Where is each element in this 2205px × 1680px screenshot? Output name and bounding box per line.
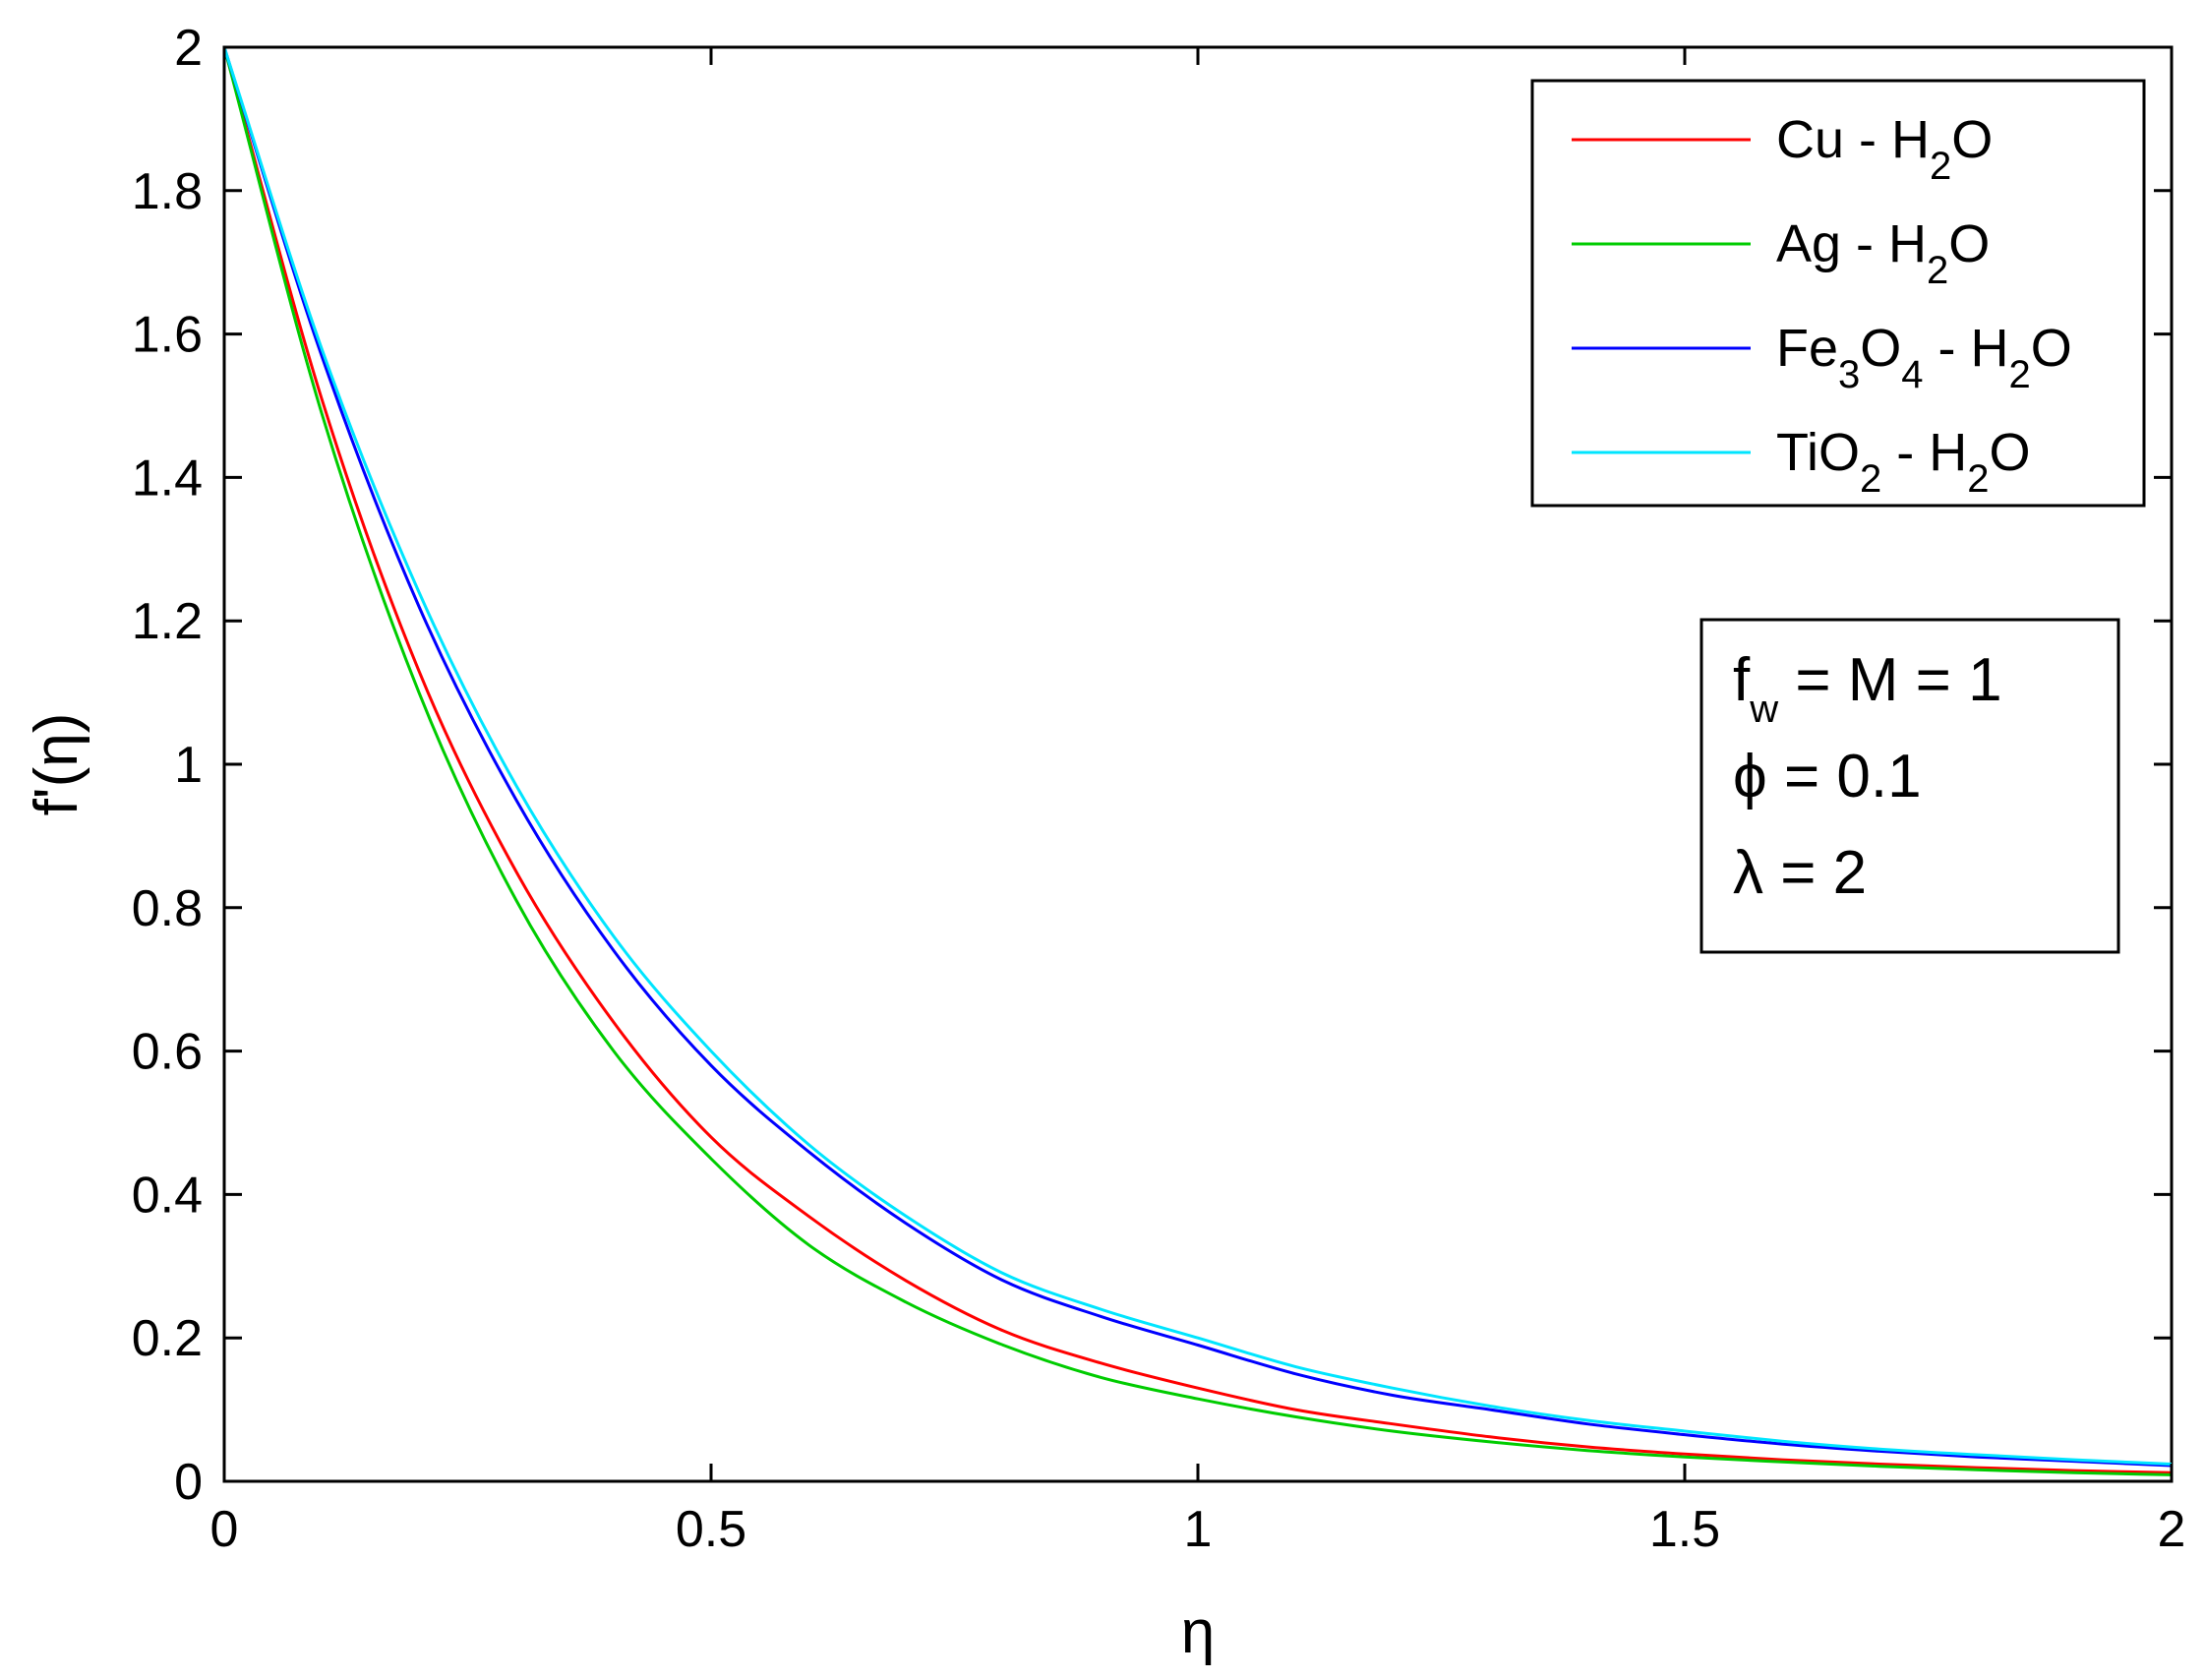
text-run: Fe	[1776, 319, 1838, 378]
x-tick-labels: 0 0.5 1 1.5 2	[210, 1501, 2186, 1558]
subscript: 4	[1901, 353, 1923, 396]
y-tick-label: 1	[174, 737, 203, 794]
y-tick-label: 1.2	[132, 593, 203, 650]
x-axis-label: η	[1181, 1598, 1215, 1666]
y-tick-label: 0.6	[132, 1024, 203, 1081]
y-tick-label: 1.6	[132, 307, 203, 364]
y-tick-label: 2	[174, 20, 203, 77]
y-tick-label: 1.8	[132, 163, 203, 220]
legend-label: TiO2 - H2O	[1776, 423, 2031, 501]
series-line	[222, 46, 2173, 1474]
y-tick-label: 0	[174, 1454, 203, 1511]
text-run: = M = 1	[1778, 646, 2001, 714]
legend-label: Fe3O4 - H2O	[1776, 319, 2072, 396]
text-run: O	[1948, 214, 1990, 273]
y-tick-label: 0.8	[132, 880, 203, 937]
y-axis-label: f'(η)	[23, 713, 90, 816]
text-run: O	[1989, 423, 2030, 482]
text-run: TiO	[1776, 423, 1860, 482]
text-run: λ = 2	[1733, 839, 1867, 907]
subscript: 2	[1930, 145, 1951, 188]
legend-label: Cu - H2O	[1776, 110, 1993, 188]
subscript: 3	[1838, 353, 1860, 396]
text-run: O	[1951, 110, 1993, 169]
subscript: 2	[2009, 353, 2031, 396]
parameter-line: fw = M = 1	[1733, 646, 2002, 731]
x-tick-label: 2	[2158, 1501, 2186, 1558]
y-tick-label: 1.4	[132, 450, 203, 507]
text-run: - H	[1924, 319, 2009, 378]
parameter-line: λ = 2	[1733, 839, 1867, 907]
x-tick-label: 1	[1184, 1501, 1213, 1558]
subscript: 2	[1860, 457, 1881, 501]
legend-box	[1530, 79, 2146, 508]
x-tick-label: 1.5	[1649, 1501, 1720, 1558]
ticks-layer	[222, 45, 2174, 1483]
text-run: f	[1733, 646, 1751, 714]
subscript: w	[1749, 688, 1778, 731]
text-run: - H	[1881, 423, 1967, 482]
series-line	[222, 46, 2173, 1466]
text-run: ϕ = 0.1	[1733, 743, 1922, 810]
x-tick-label: 0	[210, 1501, 239, 1558]
text-run: Cu - H	[1776, 110, 1930, 169]
parameter-box: fw = M = 1 ϕ = 0.1 λ = 2	[1699, 618, 2120, 954]
y-tick-label: 0.4	[132, 1167, 203, 1224]
text-run: O	[1860, 319, 1901, 378]
parameter-line: ϕ = 0.1	[1733, 743, 1922, 810]
text-run: Ag - H	[1776, 214, 1927, 273]
subscript: 2	[1967, 457, 1989, 501]
y-tick-label: 0.2	[132, 1310, 203, 1367]
subscript: 2	[1927, 249, 1948, 292]
parameter-box-frame	[1699, 618, 2120, 954]
series-line	[222, 46, 2173, 1476]
x-tick-label: 0.5	[676, 1501, 746, 1558]
legend-label: Ag - H2O	[1776, 214, 1990, 292]
y-tick-labels: 0 0.2 0.4 0.6 0.8 1 1.2 1.4 1.6 1.8 2	[132, 20, 203, 1511]
series-line	[222, 46, 2173, 1468]
series-layer	[222, 46, 2173, 1476]
text-run: O	[2031, 319, 2072, 378]
